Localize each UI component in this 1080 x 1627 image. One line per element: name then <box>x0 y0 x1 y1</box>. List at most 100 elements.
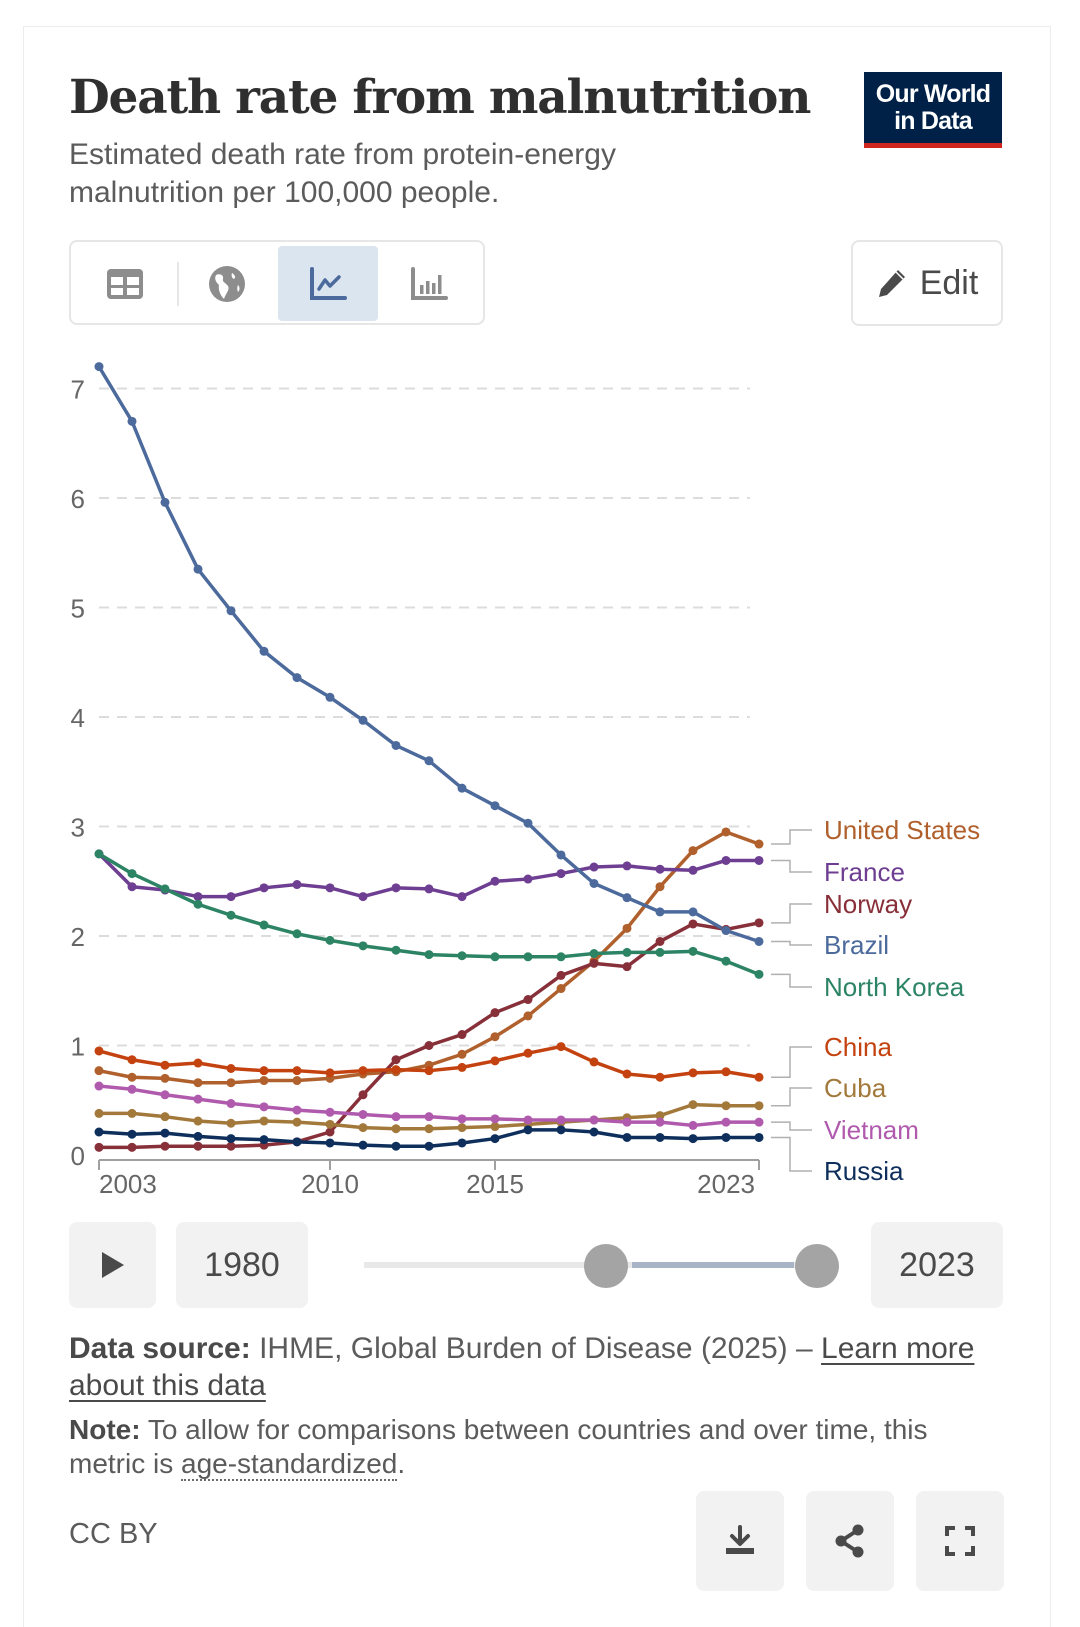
end-year-label[interactable]: 2023 <box>871 1222 1003 1308</box>
data-point[interactable] <box>622 962 632 972</box>
data-point[interactable] <box>424 1066 434 1076</box>
data-point[interactable] <box>754 918 764 928</box>
data-point[interactable] <box>754 1101 764 1111</box>
data-point[interactable] <box>655 1072 665 1082</box>
data-point[interactable] <box>127 869 137 879</box>
series-line-brazil[interactable] <box>97 365 760 944</box>
data-point[interactable] <box>292 1117 302 1127</box>
data-point[interactable] <box>721 1132 731 1142</box>
data-point[interactable] <box>424 1041 434 1050</box>
data-point[interactable] <box>292 673 302 683</box>
data-point[interactable] <box>688 907 698 917</box>
data-point[interactable] <box>94 1081 104 1091</box>
data-point[interactable] <box>193 899 203 909</box>
data-point[interactable] <box>292 1105 302 1115</box>
data-point[interactable] <box>358 1090 368 1100</box>
tab-table[interactable] <box>75 246 175 321</box>
data-point[interactable] <box>457 1062 467 1072</box>
timeline-end-handle[interactable] <box>795 1244 839 1288</box>
data-point[interactable] <box>193 1116 203 1126</box>
data-point[interactable] <box>589 958 599 968</box>
data-point[interactable] <box>457 1049 467 1059</box>
data-point[interactable] <box>226 1063 236 1073</box>
data-point[interactable] <box>193 564 203 574</box>
data-point[interactable] <box>325 1127 335 1137</box>
data-point[interactable] <box>721 956 731 966</box>
data-point[interactable] <box>160 1128 170 1138</box>
data-point[interactable] <box>226 606 236 616</box>
data-point[interactable] <box>292 880 302 890</box>
data-point[interactable] <box>127 416 137 426</box>
data-point[interactable] <box>490 876 500 886</box>
data-point[interactable] <box>259 1116 269 1126</box>
data-point[interactable] <box>490 1008 500 1018</box>
data-point[interactable] <box>523 1011 533 1021</box>
data-point[interactable] <box>127 1142 137 1152</box>
data-point[interactable] <box>160 497 170 507</box>
data-point[interactable] <box>490 1032 500 1042</box>
data-point[interactable] <box>754 936 764 946</box>
legend-label[interactable]: Brazil <box>824 930 889 960</box>
data-point[interactable] <box>589 949 599 959</box>
data-point[interactable] <box>655 1117 665 1127</box>
data-point[interactable] <box>127 1055 137 1065</box>
data-point[interactable] <box>457 1030 467 1040</box>
legend-label[interactable]: Norway <box>824 889 912 919</box>
data-point[interactable] <box>358 1066 368 1076</box>
data-point[interactable] <box>622 1069 632 1079</box>
learn-more-link[interactable]: Learn more about this data <box>69 1332 975 1402</box>
data-point[interactable] <box>523 874 533 884</box>
data-point[interactable] <box>391 1065 401 1075</box>
legend-label[interactable]: France <box>824 857 905 887</box>
data-point[interactable] <box>325 692 335 702</box>
data-point[interactable] <box>193 1078 203 1088</box>
timeline-selected-range[interactable] <box>632 1262 794 1268</box>
data-point[interactable] <box>556 869 566 879</box>
data-point[interactable] <box>523 1115 533 1125</box>
data-point[interactable] <box>226 910 236 920</box>
data-point[interactable] <box>127 882 137 892</box>
data-point[interactable] <box>457 1123 467 1133</box>
data-point[interactable] <box>655 936 665 946</box>
share-button[interactable] <box>806 1491 894 1591</box>
data-point[interactable] <box>259 1102 269 1112</box>
data-point[interactable] <box>325 935 335 945</box>
legend-label[interactable]: Vietnam <box>824 1115 919 1145</box>
data-point[interactable] <box>721 1117 731 1127</box>
data-point[interactable] <box>160 1112 170 1122</box>
data-point[interactable] <box>754 969 764 979</box>
data-point[interactable] <box>127 1129 137 1139</box>
play-button[interactable] <box>69 1222 156 1308</box>
data-point[interactable] <box>226 1078 236 1088</box>
data-point[interactable] <box>160 1090 170 1100</box>
data-point[interactable] <box>325 1119 335 1129</box>
data-point[interactable] <box>259 920 269 930</box>
legend-label[interactable]: United States <box>824 815 980 845</box>
data-point[interactable] <box>160 1073 170 1083</box>
data-point[interactable] <box>127 1108 137 1118</box>
data-point[interactable] <box>94 1046 104 1056</box>
data-point[interactable] <box>754 1132 764 1142</box>
data-point[interactable] <box>94 362 104 372</box>
data-point[interactable] <box>259 1066 269 1076</box>
data-point[interactable] <box>688 946 698 956</box>
data-point[interactable] <box>391 1124 401 1134</box>
data-point[interactable] <box>556 984 566 994</box>
data-point[interactable] <box>589 1127 599 1137</box>
data-point[interactable] <box>94 1127 104 1137</box>
timeline-start-handle[interactable] <box>584 1244 628 1288</box>
data-point[interactable] <box>292 1076 302 1086</box>
data-point[interactable] <box>292 1066 302 1076</box>
data-point[interactable] <box>754 1117 764 1127</box>
data-point[interactable] <box>226 1118 236 1128</box>
data-point[interactable] <box>94 1142 104 1152</box>
data-point[interactable] <box>259 646 269 656</box>
start-year-label[interactable]: 1980 <box>176 1222 308 1308</box>
data-point[interactable] <box>754 839 764 849</box>
data-point[interactable] <box>490 952 500 962</box>
data-point[interactable] <box>325 1068 335 1078</box>
data-point[interactable] <box>292 929 302 939</box>
data-point[interactable] <box>193 1058 203 1068</box>
legend-label[interactable]: Russia <box>824 1156 904 1186</box>
data-point[interactable] <box>259 1076 269 1086</box>
